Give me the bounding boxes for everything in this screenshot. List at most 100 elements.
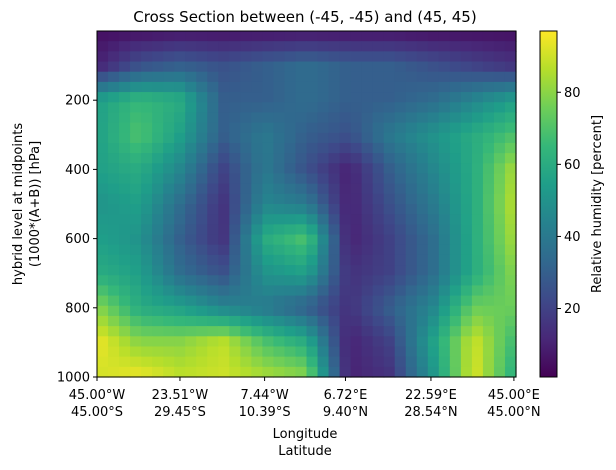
heatmap-cell [361,275,374,287]
heatmap-cell [152,183,164,195]
heatmap-cell [317,346,330,358]
heatmap-cell [350,61,363,73]
heatmap-cell [251,285,263,297]
heatmap-cell [130,366,142,378]
heatmap-cell [372,41,385,52]
heatmap-cell [108,214,120,225]
heatmap-cell [449,61,462,73]
heatmap-cell [493,81,506,93]
heatmap-cell [251,265,263,276]
x-tick-label-lon: 6.72°E [324,388,368,403]
heatmap-cell [361,326,374,337]
heatmap-cell [229,285,241,297]
heatmap-cell [328,275,341,287]
heatmap-cell [185,61,197,73]
heatmap-cell [328,71,341,83]
heatmap-cell [405,122,418,134]
heatmap-cell [328,81,341,93]
heatmap-cell [306,356,319,368]
heatmap-cell [427,51,440,63]
heatmap-cell [185,142,197,154]
heatmap-cell [229,132,241,144]
heatmap-cell [504,295,517,307]
heatmap-cell [196,295,208,307]
heatmap-cell [262,244,275,256]
heatmap-cell [416,224,429,236]
heatmap-cell [416,366,429,378]
heatmap-cell [361,132,374,144]
heatmap-cell [251,71,263,83]
heatmap-cell [339,41,352,52]
heatmap-cell [438,305,451,317]
heatmap-cell [361,142,374,154]
heatmap-cell [306,183,319,195]
heatmap-cell [394,295,407,307]
heatmap-cell [207,112,219,124]
heatmap-cell [471,51,484,63]
heatmap-cell [493,102,506,114]
heatmap-cell [207,275,219,287]
heatmap-cell [482,254,495,266]
heatmap-cell [383,275,396,287]
heatmap-cell [350,132,363,144]
heatmap-cell [306,132,319,144]
heatmap-cell [306,142,319,154]
heatmap-cell [295,112,308,124]
heatmap-cell [97,92,109,103]
heatmap-cell [416,153,429,164]
heatmap-cell [97,153,109,164]
heatmap-cell [119,326,131,337]
heatmap-cell [405,153,418,164]
heatmap-cell [471,122,484,134]
heatmap-cell [229,183,241,195]
heatmap-cell [141,336,153,348]
heatmap-cell [196,51,208,63]
heatmap-cell [339,366,352,378]
heatmap-cell [229,204,241,215]
colorbar-tick-label: 40 [564,230,581,245]
heatmap-cell [372,254,385,266]
heatmap-cell [108,305,120,317]
heatmap-cell [306,122,319,134]
heatmap-cell [119,254,131,266]
heatmap-cell [141,265,153,276]
heatmap-cell [405,51,418,63]
heatmap-cell [207,183,219,195]
y-tick-label: 1000 [57,371,90,386]
heatmap-cell [449,366,462,378]
heatmap-cell [317,366,330,378]
heatmap-cell [295,183,308,195]
heatmap-cell [427,244,440,256]
heatmap-cell [460,112,473,124]
heatmap-cell [284,366,297,378]
heatmap-cell [97,51,109,63]
heatmap-cell [262,214,275,225]
heatmap-cell [273,214,286,225]
heatmap-cell [460,275,473,287]
heatmap-cell [108,153,120,164]
heatmap-cell [174,244,186,256]
heatmap-cell [449,102,462,114]
heatmap-cell [185,153,197,164]
heatmap-cell [273,132,286,144]
heatmap-cell [427,285,440,297]
heatmap-cell [196,102,208,114]
heatmap-cell [383,142,396,154]
heatmap-cell [174,295,186,307]
heatmap-cell [493,183,506,195]
heatmap-cell [504,315,517,327]
heatmap-cell [130,71,142,83]
x-tick-label-lon: 23.51°W [152,388,209,403]
heatmap-cell [328,356,341,368]
heatmap-cell [372,173,385,185]
heatmap-cell [273,254,286,266]
heatmap-cell [350,265,363,276]
heatmap-cell [229,61,241,73]
heatmap-cell [405,244,418,256]
heatmap-cell [152,132,164,144]
heatmap-cell [405,173,418,185]
heatmap-cell [295,142,308,154]
heatmap-cell [185,173,197,185]
heatmap-cell [449,142,462,154]
heatmap-cell [339,285,352,297]
